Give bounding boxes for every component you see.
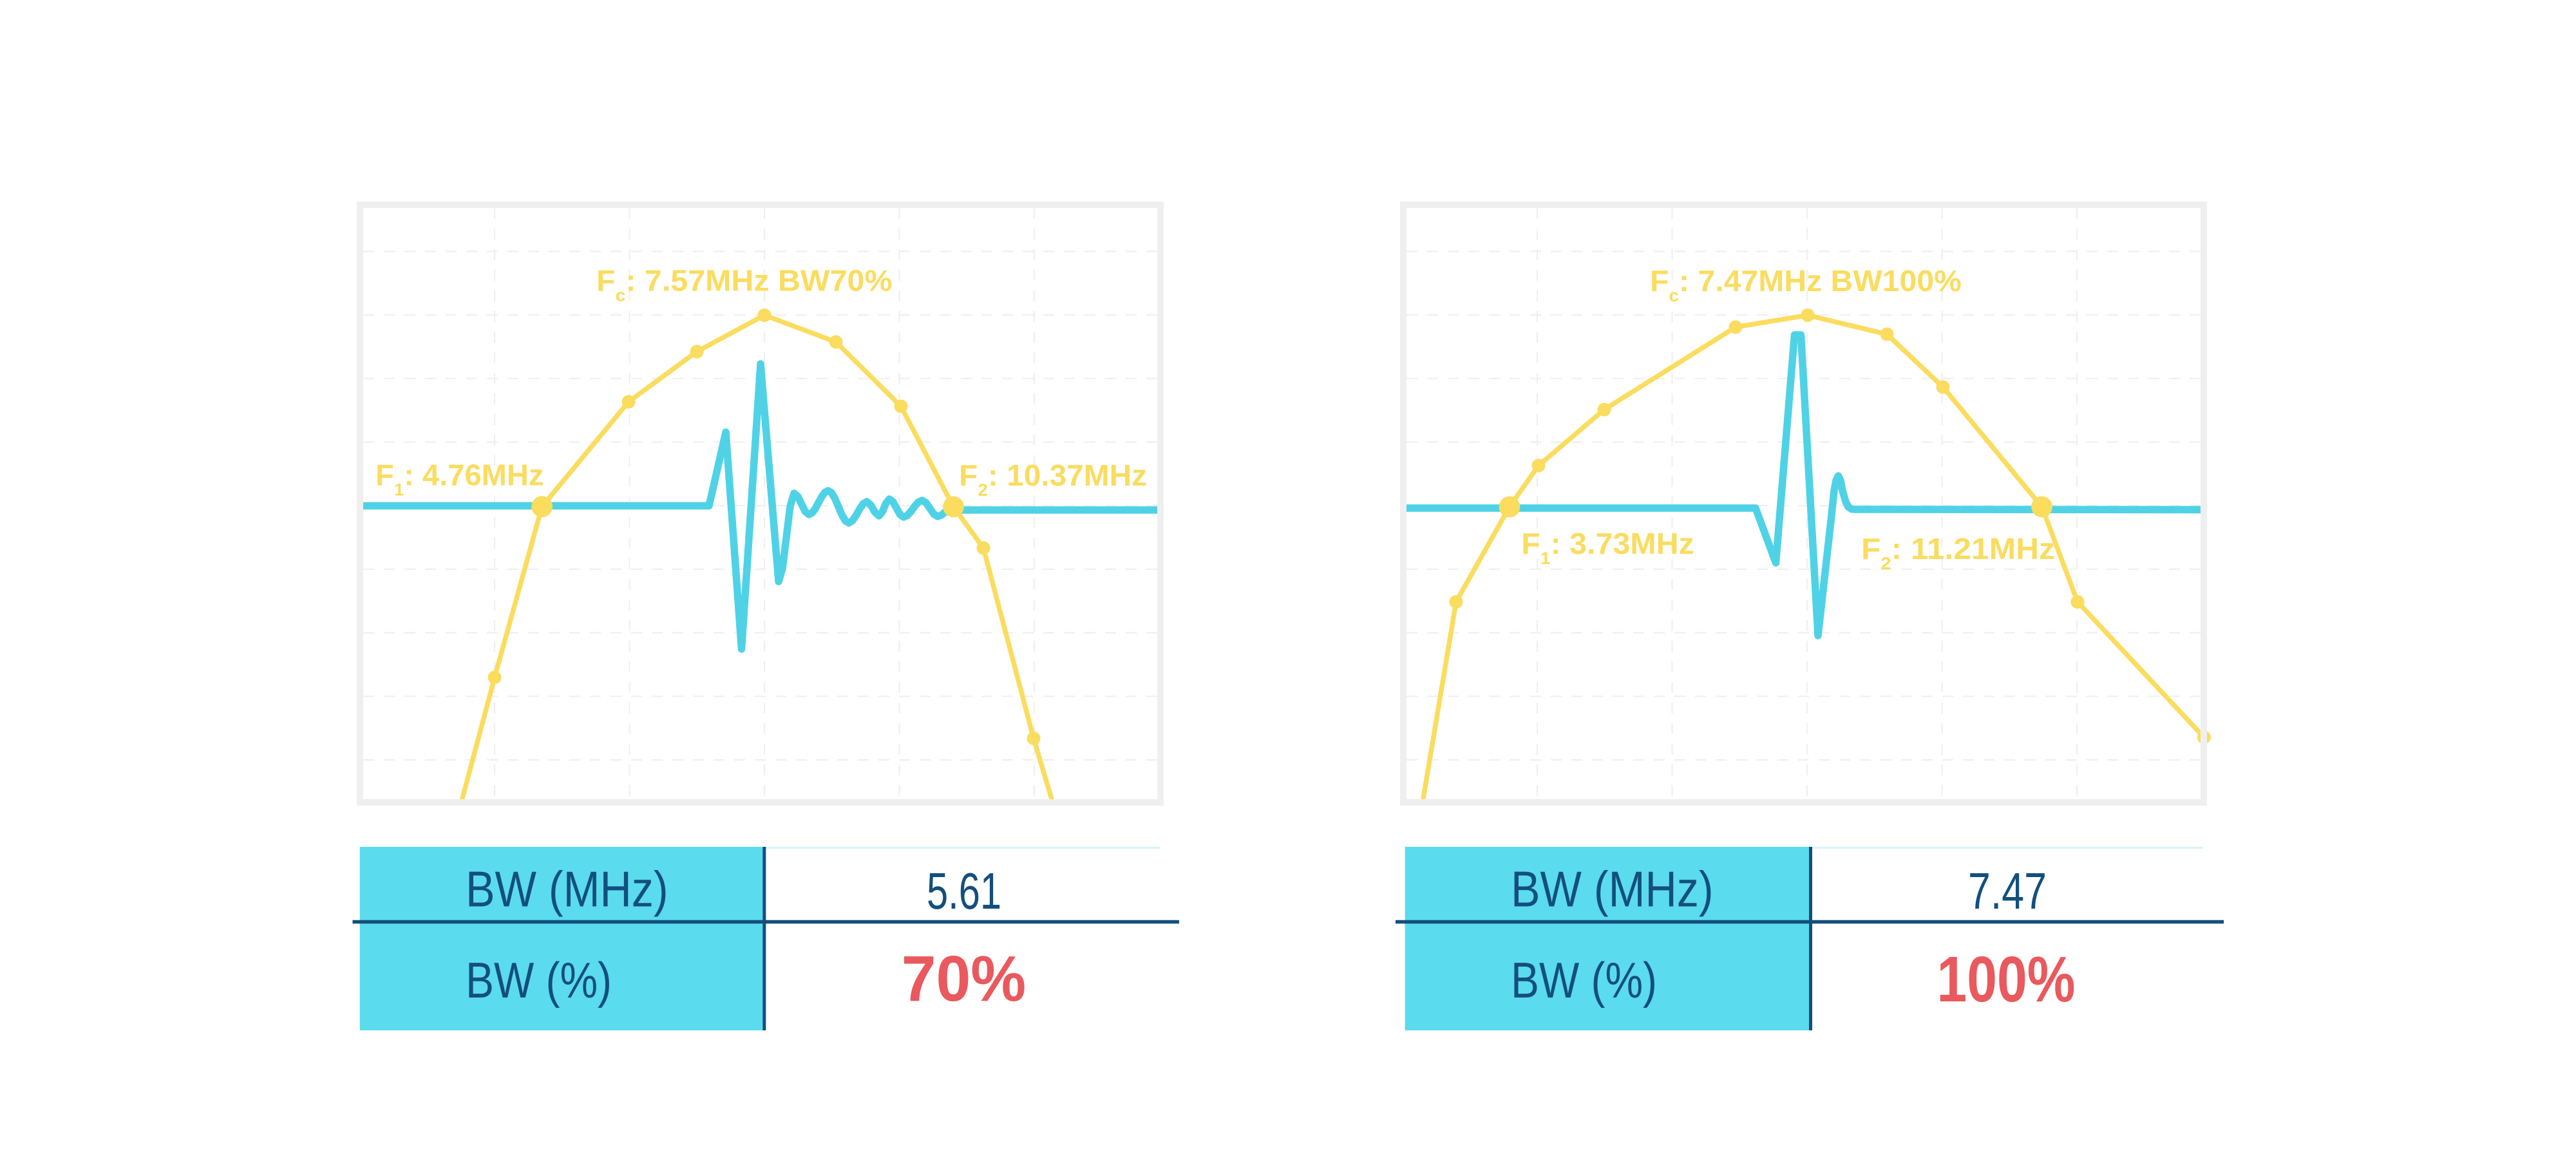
svg-text:5.61: 5.61 xyxy=(927,862,1001,920)
svg-text:BW (%): BW (%) xyxy=(1511,952,1657,1008)
svg-text:7.47: 7.47 xyxy=(1968,862,2047,920)
svg-text:BW (MHz): BW (MHz) xyxy=(466,861,668,918)
svg-text:BW (MHz): BW (MHz) xyxy=(1511,861,1714,918)
svg-text:BW (%): BW (%) xyxy=(466,952,612,1008)
svg-text:100%: 100% xyxy=(1937,943,2076,1016)
svg-text:70%: 70% xyxy=(902,943,1027,1015)
